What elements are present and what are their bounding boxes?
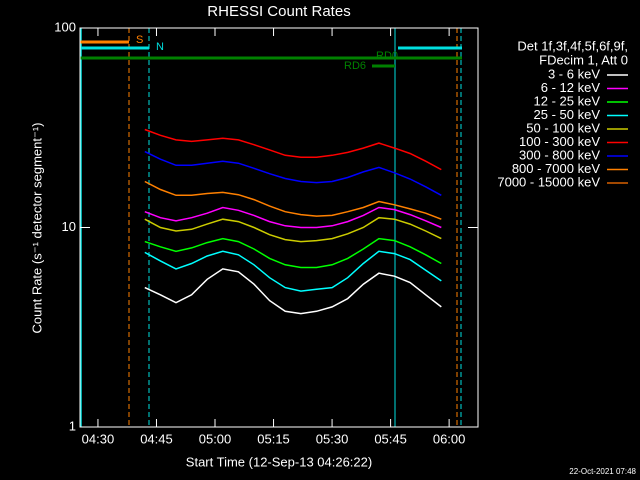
legend-label: 6 - 12 keV: [541, 80, 601, 95]
x-axis-label: Start Time (12-Sep-13 04:26:22): [186, 454, 372, 469]
y-tick-label: 10: [62, 219, 76, 234]
chart-title: RHESSI Count Rates: [207, 3, 350, 20]
series-line: [144, 206, 442, 229]
legend-label: 300 - 800 keV: [519, 147, 600, 162]
x-tick-label: 04:30: [82, 431, 115, 446]
x-tick-label: 05:00: [199, 431, 232, 446]
x-tick-label: 05:15: [257, 431, 290, 446]
y-tick-label: 100: [54, 19, 76, 34]
series-line: [144, 250, 442, 292]
y-axis-label: Count Rate (s⁻¹ detector segment⁻¹): [29, 123, 44, 334]
footer: 22-Oct-2021 07:48: [569, 467, 636, 476]
series-line: [144, 150, 442, 196]
legend-label: 25 - 50 keV: [534, 107, 601, 122]
state-lines: [80, 28, 462, 427]
legend-label: 50 - 100 keV: [526, 120, 600, 135]
series-line: [144, 216, 442, 243]
legend-header: Det 1f,3f,4f,5f,6f,9f,: [517, 38, 628, 53]
legend-label: 100 - 300 keV: [519, 134, 600, 149]
series-line: [144, 237, 442, 269]
series-line: [144, 128, 442, 171]
x-tick-label: 05:30: [316, 431, 349, 446]
legend-label: 3 - 6 keV: [548, 66, 600, 81]
legend-label: 12 - 25 keV: [534, 93, 601, 108]
annotation: S: [136, 34, 143, 46]
y-tick-label: 1: [69, 418, 76, 433]
annotation: RD0: [376, 50, 398, 62]
legend-label: 7000 - 15000 keV: [497, 174, 600, 189]
series-line: [144, 268, 442, 315]
x-tick-label: 05:45: [374, 431, 407, 446]
x-tick-label: 04:45: [140, 431, 173, 446]
legend-label: 800 - 7000 keV: [512, 161, 601, 176]
series-line: [144, 180, 442, 220]
x-tick-label: 06:00: [433, 431, 466, 446]
annotation: N: [156, 41, 164, 53]
annotation: RD6: [344, 60, 366, 72]
legend-header: FDecim 1, Att 0: [539, 52, 628, 67]
